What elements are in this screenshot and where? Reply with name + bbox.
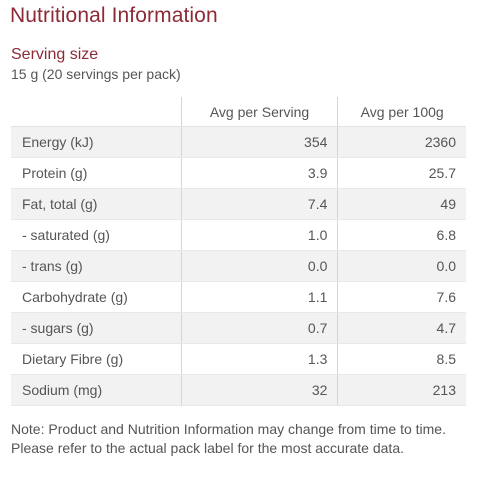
- nutrient-name: Protein (g): [11, 157, 182, 189]
- table-row: - trans (g) 0.0 0.0: [11, 250, 466, 282]
- per-100g-value: 213: [337, 374, 466, 406]
- nutrient-name: - sugars (g): [11, 312, 182, 344]
- table-row: Sodium (mg) 32 213: [11, 374, 466, 406]
- per-serving-value: 0.0: [180, 250, 338, 282]
- disclaimer-note: Note: Product and Nutrition Information …: [11, 421, 446, 456]
- per-serving-value: 7.4: [180, 188, 338, 220]
- table-row: Protein (g) 3.9 25.7: [11, 157, 466, 189]
- per-serving-value: 32: [180, 374, 338, 406]
- per-serving-value: 1.1: [180, 281, 338, 313]
- header-avg-per-100g: Avg per 100g: [337, 97, 466, 127]
- nutrition-rows: Energy (kJ) 354 2360 Protein (g) 3.9 25.…: [11, 126, 466, 406]
- serving-size-label: Serving size: [11, 46, 99, 63]
- per-serving-value: 1.0: [180, 219, 338, 251]
- per-100g-value: 7.6: [337, 281, 466, 313]
- nutrient-name: - saturated (g): [11, 219, 182, 251]
- per-100g-value: 8.5: [337, 343, 466, 375]
- nutrient-name: Sodium (mg): [11, 374, 182, 406]
- per-serving-value: 354: [180, 126, 338, 158]
- table-row: - saturated (g) 1.0 6.8: [11, 219, 466, 251]
- per-serving-value: 0.7: [180, 312, 338, 344]
- nutrient-name: - trans (g): [11, 250, 182, 282]
- per-100g-value: 49: [337, 188, 466, 220]
- per-serving-value: 3.9: [180, 157, 338, 189]
- table-row: Energy (kJ) 354 2360: [11, 126, 466, 158]
- per-100g-value: 6.8: [337, 219, 466, 251]
- page-title: Nutritional Information: [10, 4, 218, 27]
- serving-size-value: 15 g (20 servings per pack): [11, 66, 181, 82]
- nutrient-name: Fat, total (g): [11, 188, 182, 220]
- table-row: Fat, total (g) 7.4 49: [11, 188, 466, 220]
- per-serving-value: 1.3: [180, 343, 338, 375]
- header-avg-per-serving: Avg per Serving: [180, 97, 338, 127]
- per-100g-value: 4.7: [337, 312, 466, 344]
- per-100g-value: 0.0: [337, 250, 466, 282]
- header-nutrient: [11, 97, 182, 127]
- nutrition-table: Avg per Serving Avg per 100g Energy (kJ)…: [11, 97, 466, 406]
- nutrient-name: Energy (kJ): [11, 126, 182, 158]
- table-header-row: Avg per Serving Avg per 100g: [11, 97, 466, 127]
- table-row: Carbohydrate (g) 1.1 7.6: [11, 281, 466, 313]
- per-100g-value: 25.7: [337, 157, 466, 189]
- per-100g-value: 2360: [337, 126, 466, 158]
- table-row: Dietary Fibre (g) 1.3 8.5: [11, 343, 466, 375]
- nutrient-name: Dietary Fibre (g): [11, 343, 182, 375]
- table-row: - sugars (g) 0.7 4.7: [11, 312, 466, 344]
- nutrient-name: Carbohydrate (g): [11, 281, 182, 313]
